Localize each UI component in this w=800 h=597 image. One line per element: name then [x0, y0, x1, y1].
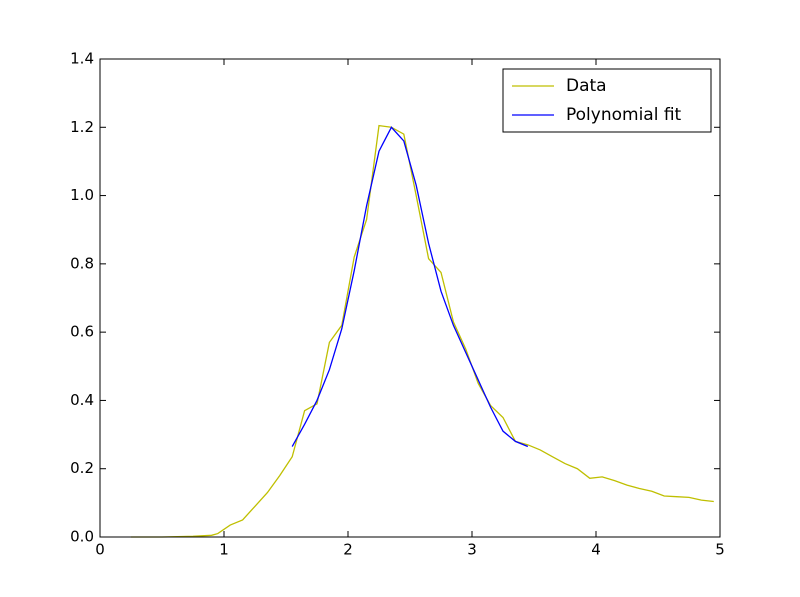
- x-tick-label: 4: [591, 541, 601, 559]
- y-tick-label: 1.0: [70, 186, 94, 204]
- y-tick-label: 1.4: [70, 50, 94, 68]
- x-tick-label: 2: [343, 541, 353, 559]
- data-line: [131, 124, 714, 538]
- y-tick-label: 0.0: [70, 528, 94, 546]
- x-tick-label: 0: [95, 541, 105, 559]
- x-tick-label: 5: [715, 541, 725, 559]
- plot-area: [100, 59, 720, 537]
- legend-label: Polynomial fit: [566, 105, 682, 125]
- y-tick-label: 1.2: [70, 118, 94, 136]
- y-tick-label: 0.4: [70, 391, 94, 409]
- y-tick-label: 0.8: [70, 254, 94, 272]
- x-tick-label: 3: [467, 541, 477, 559]
- legend-box: [502, 68, 712, 133]
- y-tick-label: 0.6: [70, 323, 94, 341]
- data-line: [291, 126, 529, 448]
- x-tick-label: 1: [219, 541, 229, 559]
- legend-label: Data: [566, 76, 607, 96]
- plot-frame: [99, 58, 721, 538]
- y-tick-label: 0.2: [70, 459, 94, 477]
